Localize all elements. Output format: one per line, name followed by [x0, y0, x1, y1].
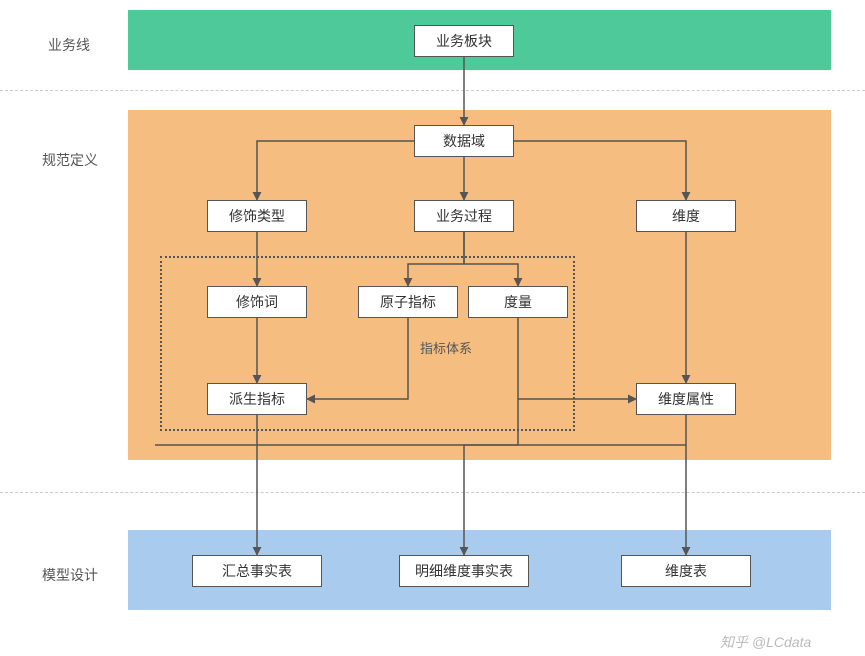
node-derived: 派生指标 [207, 383, 307, 415]
node-summary-fact: 汇总事实表 [192, 555, 322, 587]
node-mod-type: 修饰类型 [207, 200, 307, 232]
node-biz-module: 业务板块 [414, 25, 514, 57]
section-label-spec: 规范定义 [42, 150, 98, 170]
dotted-box-label: 指标体系 [420, 338, 472, 357]
watermark: 知乎 @LCdata [720, 632, 811, 652]
node-detail-fact: 明细维度事实表 [399, 555, 529, 587]
node-atomic: 原子指标 [358, 286, 458, 318]
section-label-business: 业务线 [48, 35, 90, 55]
node-dimension: 维度 [636, 200, 736, 232]
divider-2 [0, 492, 865, 493]
divider-1 [0, 90, 865, 91]
node-modifier: 修饰词 [207, 286, 307, 318]
node-data-domain: 数据域 [414, 125, 514, 157]
node-dim-table: 维度表 [621, 555, 751, 587]
section-label-model: 模型设计 [42, 565, 98, 585]
node-biz-process: 业务过程 [414, 200, 514, 232]
node-measure: 度量 [468, 286, 568, 318]
node-dim-attr: 维度属性 [636, 383, 736, 415]
